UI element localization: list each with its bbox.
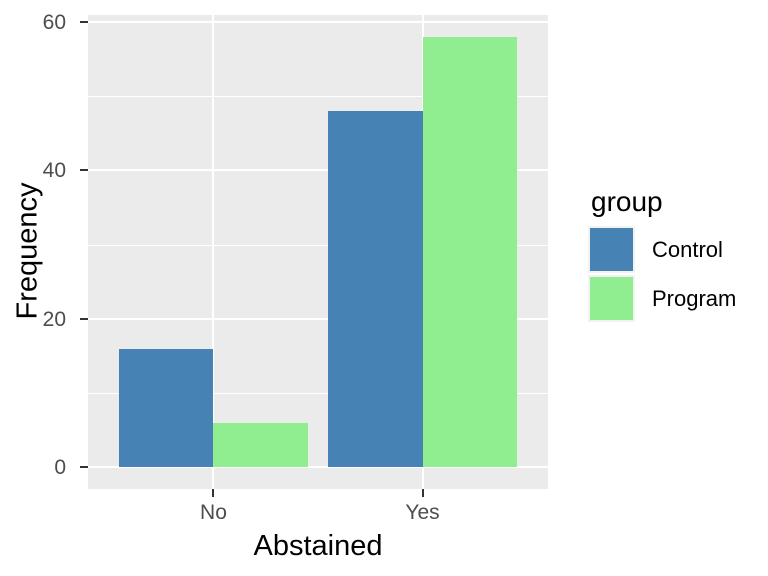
legend-entry-program: Program [588,275,736,322]
y-tick-mark [80,317,88,320]
legend: group Control Program [588,188,736,324]
y-tick-mark [80,466,88,469]
legend-label-control: Control [652,236,723,262]
plot-panel [88,15,548,489]
legend-entry-control: Control [588,226,736,273]
y-axis-title: Frequency [11,182,44,320]
x-axis-title: Abstained [253,530,383,562]
bar-yes-program [422,36,517,468]
legend-entries: Control Program [588,226,736,322]
legend-label-program: Program [652,285,737,311]
gridline-minor [88,95,548,97]
legend-swatch-control [590,228,633,271]
y-tick-label: 0 [54,456,66,480]
gridline-major [88,466,548,469]
y-tick-label: 40 [42,159,66,183]
gridline-minor [88,244,548,246]
legend-swatch-program [590,277,633,320]
x-tick-mark [421,489,424,497]
x-tick-label: No [200,501,227,524]
y-tick-label: 20 [42,307,66,331]
y-tick-label: 60 [42,10,66,34]
y-tick-mark [80,169,88,172]
gridline-major [88,317,548,320]
gridline-minor [88,393,548,395]
gridline-x-major [212,15,215,489]
legend-key-control [588,226,635,273]
bar-no-program [213,422,308,468]
x-tick-label: Yes [405,501,440,524]
y-tick-mark [80,20,88,23]
bar-no-control [119,348,214,468]
legend-key-program [588,275,635,322]
legend-title: group [591,186,663,217]
x-tick-mark [212,489,215,497]
bar-yes-control [328,110,423,468]
gridline-major [88,169,548,172]
gridline-major [88,20,548,23]
